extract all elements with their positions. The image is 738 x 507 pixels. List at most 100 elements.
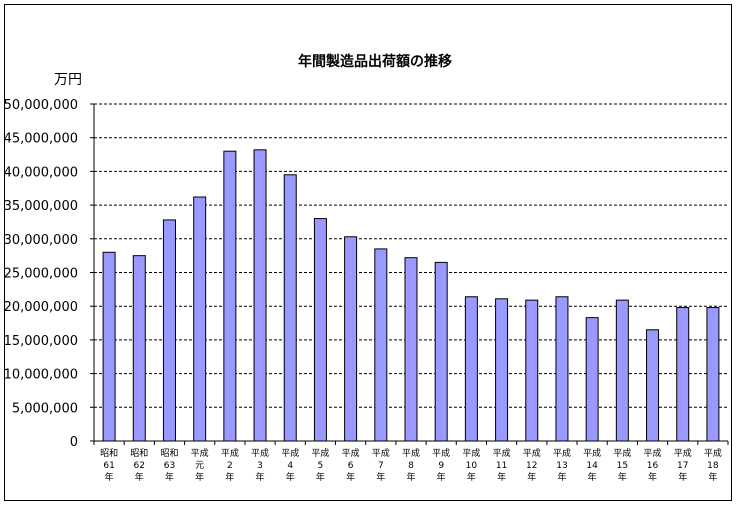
x-tick-label: 61 [103, 461, 114, 471]
bar [344, 236, 358, 442]
bar [374, 248, 388, 442]
x-tick-label: 年 [376, 471, 385, 483]
x-tick-label: 平成 [523, 447, 541, 459]
bar [585, 317, 599, 442]
x-tick-label: 昭和 [130, 448, 148, 459]
bar [193, 196, 207, 442]
x-tick-label: 平成 [644, 447, 662, 459]
bar [525, 299, 539, 442]
bar [555, 296, 569, 442]
bar [676, 307, 690, 442]
x-tick-label: 10 [466, 461, 478, 471]
x-tick-label: 年 [406, 471, 415, 483]
bar [495, 298, 509, 442]
x-tick-label: 年 [316, 471, 325, 483]
bar [646, 329, 660, 442]
x-tick-labels: 昭和61年昭和62年昭和63年平成元年平成2年平成3年平成4年平成5年平成6年平… [100, 447, 722, 483]
x-tick-label: 年 [225, 471, 234, 483]
x-tick-label: 年 [678, 471, 687, 483]
y-tick-label: 20,000,000 [4, 300, 78, 315]
x-tick-label: 平成 [251, 447, 269, 459]
x-tick-label: 平成 [553, 447, 571, 459]
x-tick-label: 年 [557, 471, 566, 483]
x-tick-label: 平成 [191, 447, 209, 459]
bar [464, 296, 478, 442]
x-tick-label: 昭和 [100, 448, 118, 459]
x-tick-label: 年 [437, 471, 446, 483]
bar [253, 149, 267, 442]
x-tick-label: 4 [287, 461, 293, 471]
bar [162, 219, 176, 442]
x-tick-label: 年 [618, 471, 627, 483]
bars [102, 149, 720, 442]
x-tick-label: 16 [647, 461, 659, 471]
x-tick-label: 年 [648, 471, 657, 483]
x-tick-label: 平成 [613, 447, 631, 459]
x-tick-label: 8 [408, 461, 414, 471]
x-tick-label: 6 [348, 461, 354, 471]
x-tick-label: 平成 [704, 447, 722, 459]
x-tick-label: 年 [467, 471, 476, 483]
axes [90, 103, 729, 445]
y-tick-label: 50,000,000 [4, 98, 78, 113]
y-tick-label: 45,000,000 [4, 132, 78, 147]
bar [615, 299, 629, 442]
bar [283, 174, 297, 442]
x-tick-label: 平成 [674, 447, 692, 459]
x-tick-label: 平成 [372, 447, 390, 459]
x-tick-label: 18 [707, 461, 719, 471]
x-tick-label: 2 [227, 461, 233, 471]
x-tick-label: 年 [165, 471, 174, 483]
x-tick-label: 63 [164, 461, 175, 471]
y-tick-label: 5,000,000 [12, 401, 78, 416]
bar [706, 307, 720, 442]
bar [223, 150, 237, 442]
y-tick-label: 0 [70, 435, 78, 450]
y-tick-label: 15,000,000 [4, 334, 78, 349]
x-tick-label: 7 [378, 461, 384, 471]
x-tick-label: 平成 [402, 447, 420, 459]
x-tick-label: 年 [105, 471, 114, 483]
x-tick-label: 平成 [583, 447, 601, 459]
x-tick-label: 平成 [311, 447, 329, 459]
x-tick-label: 年 [346, 471, 355, 483]
bar [313, 218, 327, 442]
chart-frame [4, 4, 732, 501]
x-tick-label: 14 [586, 461, 598, 471]
x-tick-label: 元 [195, 461, 204, 471]
y-tick-label: 35,000,000 [4, 199, 78, 214]
x-tick-label: 年 [588, 471, 597, 483]
x-tick-label: 平成 [432, 447, 450, 459]
y-tick-label: 25,000,000 [4, 267, 78, 282]
y-axis-unit: 万円 [54, 72, 82, 88]
x-tick-label: 17 [677, 461, 688, 471]
x-tick-label: 9 [438, 461, 444, 471]
x-tick-label: 62 [134, 461, 145, 471]
x-tick-label: 年 [286, 471, 295, 483]
y-tick-label: 30,000,000 [4, 233, 78, 248]
x-tick-label: 5 [318, 461, 324, 471]
x-tick-label: 平成 [493, 447, 511, 459]
x-tick-label: 年 [256, 471, 265, 483]
x-tick-label: 11 [496, 461, 507, 471]
y-tick-labels: 0 5,000,000 10,000,000 15,000,000 20,000,000… [4, 98, 78, 450]
x-tick-label: 13 [556, 461, 567, 471]
x-tick-label: 平成 [221, 447, 239, 459]
bar [434, 261, 448, 442]
x-tick-label: 15 [617, 461, 628, 471]
x-tick-label: 平成 [342, 447, 360, 459]
chart-title: 年間製造品出荷額の推移 [298, 53, 452, 70]
y-tick-label: 40,000,000 [4, 165, 78, 180]
x-tick-label: 年 [135, 471, 144, 483]
x-tick-label: 12 [526, 461, 537, 471]
x-tick-label: 年 [195, 471, 204, 483]
x-tick-label: 平成 [462, 447, 480, 459]
x-tick-label: 年 [527, 471, 536, 483]
bar [132, 255, 146, 442]
bar [102, 251, 116, 442]
x-tick-label: 3 [257, 461, 263, 471]
bar [404, 257, 418, 442]
y-tick-label: 10,000,000 [4, 368, 78, 383]
x-tick-label: 昭和 [160, 448, 178, 459]
